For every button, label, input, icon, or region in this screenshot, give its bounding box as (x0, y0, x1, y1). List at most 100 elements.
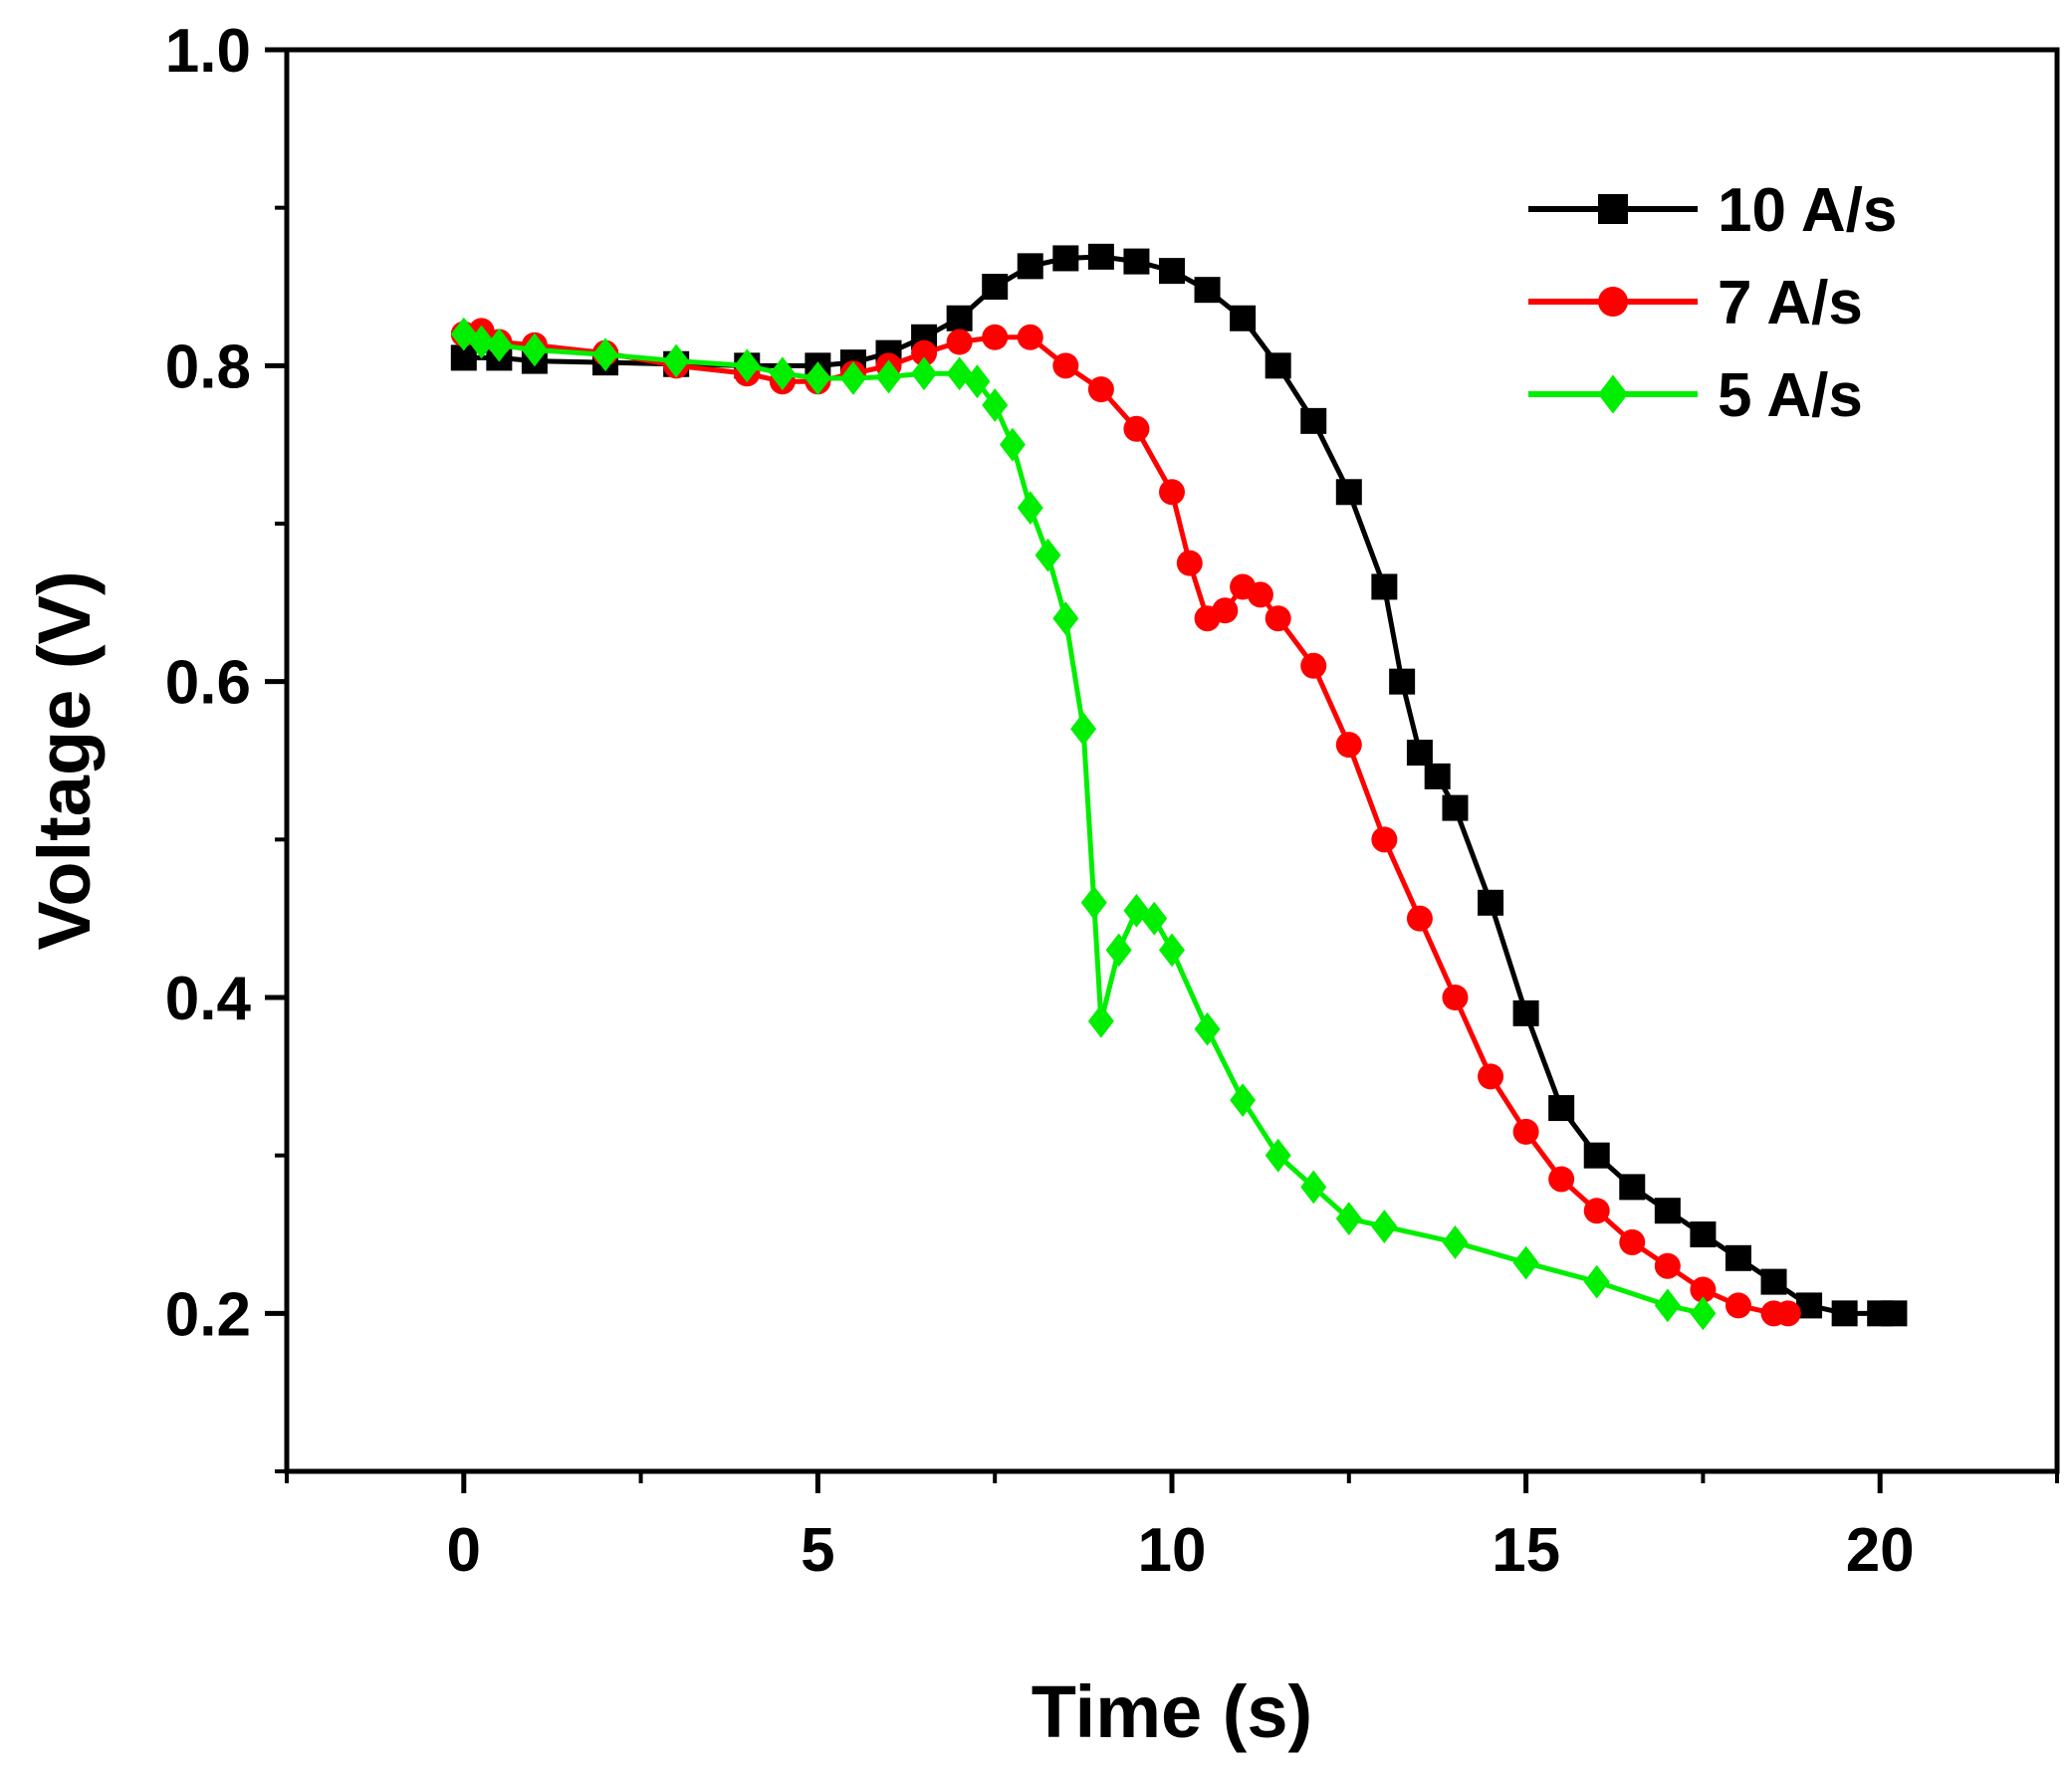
data-point-5-a-s (982, 388, 1009, 422)
data-point-10-a-s (1406, 740, 1433, 767)
data-point-5-a-s (999, 427, 1026, 462)
data-point-5-a-s (1442, 1225, 1469, 1259)
data-point-5-a-s (1080, 885, 1107, 920)
data-point-10-a-s (982, 274, 1009, 300)
data-point-7-a-s (1512, 1118, 1539, 1145)
x-tick-label: 5 (801, 1516, 834, 1585)
data-point-5-a-s (1159, 933, 1185, 968)
data-point-10-a-s (1583, 1142, 1610, 1169)
data-point-5-a-s (734, 348, 761, 383)
data-point-5-a-s (964, 364, 991, 399)
data-point-7-a-s (1406, 905, 1433, 932)
data-point-7-a-s (1725, 1292, 1751, 1319)
data-point-10-a-s (1123, 248, 1150, 275)
data-point-10-a-s (1052, 245, 1079, 272)
series-line-10-a-s (463, 254, 1895, 1316)
data-point-7-a-s (1017, 324, 1043, 350)
data-point-5-a-s (1371, 1210, 1398, 1243)
data-point-10-a-s (1760, 1268, 1787, 1295)
series-layer (450, 243, 1908, 1331)
y-tick-label: 0.8 (165, 332, 251, 401)
series-line-5-a-s (462, 332, 1704, 1316)
data-point-5-a-s (1105, 933, 1132, 968)
data-point-5-a-s (1070, 712, 1097, 747)
data-point-5-a-s (839, 361, 866, 395)
data-point-10-a-s (1512, 999, 1539, 1026)
data-point-5-a-s (486, 328, 513, 362)
legend-marker-10-a-s (1598, 194, 1628, 224)
data-point-5-a-s (911, 356, 938, 391)
data-point-7-a-s (1690, 1276, 1717, 1303)
data-point-10-a-s (1548, 1095, 1575, 1122)
y-tick-label: 0.6 (165, 649, 251, 718)
data-point-5-a-s (946, 356, 973, 391)
data-point-5-a-s (1265, 1138, 1291, 1173)
data-point-5-a-s (1035, 538, 1061, 572)
data-point-5-a-s (1087, 1003, 1114, 1038)
data-point-5-a-s (1230, 1083, 1257, 1118)
data-point-10-a-s (1619, 1174, 1646, 1201)
y-tick-label: 1.0 (165, 17, 251, 86)
data-point-5-a-s (468, 325, 495, 359)
data-point-7-a-s (1371, 826, 1398, 853)
data-point-7-a-s (1212, 597, 1239, 624)
data-point-7-a-s (1335, 732, 1362, 759)
data-point-5-a-s (1194, 1011, 1221, 1046)
data-point-7-a-s (911, 339, 938, 366)
data-point-7-a-s (1442, 985, 1469, 1010)
data-point-10-a-s (946, 305, 973, 332)
data-point-7-a-s (1774, 1300, 1801, 1327)
data-point-7-a-s (1087, 376, 1114, 403)
data-point-10-a-s (1424, 763, 1451, 789)
x-tick-label: 20 (1846, 1516, 1915, 1585)
data-point-7-a-s (982, 324, 1009, 350)
data-point-10-a-s (1335, 479, 1362, 506)
data-point-10-a-s (1017, 253, 1043, 280)
data-point-7-a-s (1654, 1252, 1681, 1279)
y-tick-label: 0.4 (165, 965, 252, 1033)
data-point-5-a-s (1052, 601, 1079, 636)
data-point-10-a-s (1087, 243, 1114, 270)
data-point-5-a-s (521, 332, 548, 367)
data-point-7-a-s (1159, 479, 1185, 506)
data-point-5-a-s (769, 356, 796, 391)
data-point-7-a-s (946, 329, 973, 355)
data-point-5-a-s (1335, 1202, 1362, 1236)
data-point-5-a-s (663, 343, 690, 378)
data-point-10-a-s (1389, 668, 1416, 695)
data-point-10-a-s (1478, 889, 1504, 916)
x-tick-label: 0 (447, 1516, 481, 1585)
data-point-7-a-s (1247, 581, 1273, 608)
series-10-a-s (450, 243, 1908, 1327)
data-point-5-a-s (875, 359, 902, 394)
legend-label-5-a-s: 5 A/s (1718, 361, 1863, 430)
data-point-5-a-s (1141, 901, 1168, 936)
data-point-7-a-s (1265, 605, 1291, 632)
series-5-a-s (450, 317, 1717, 1331)
data-point-5-a-s (1512, 1245, 1539, 1280)
legend-marker-7-a-s (1598, 287, 1628, 317)
data-point-10-a-s (1230, 305, 1257, 332)
data-point-7-a-s (1176, 550, 1203, 576)
y-axis-title: Voltage (V) (23, 571, 106, 951)
data-point-10-a-s (1265, 352, 1291, 379)
data-point-5-a-s (1017, 491, 1043, 526)
data-point-7-a-s (1123, 415, 1150, 442)
data-point-7-a-s (1478, 1063, 1504, 1090)
data-point-10-a-s (1194, 277, 1221, 304)
data-point-10-a-s (1690, 1221, 1717, 1247)
data-point-7-a-s (1583, 1198, 1610, 1224)
data-point-7-a-s (1619, 1228, 1646, 1255)
data-point-5-a-s (1300, 1170, 1327, 1205)
data-point-5-a-s (1583, 1264, 1610, 1299)
data-point-5-a-s (592, 337, 619, 372)
data-point-5-a-s (805, 361, 831, 395)
data-point-10-a-s (1654, 1198, 1681, 1224)
data-point-7-a-s (1548, 1166, 1575, 1193)
data-point-10-a-s (1881, 1300, 1908, 1327)
y-tick-label: 0.2 (165, 1280, 251, 1349)
legend-label-7-a-s: 7 A/s (1718, 269, 1863, 337)
data-point-5-a-s (1690, 1296, 1717, 1331)
data-point-10-a-s (1159, 258, 1185, 285)
